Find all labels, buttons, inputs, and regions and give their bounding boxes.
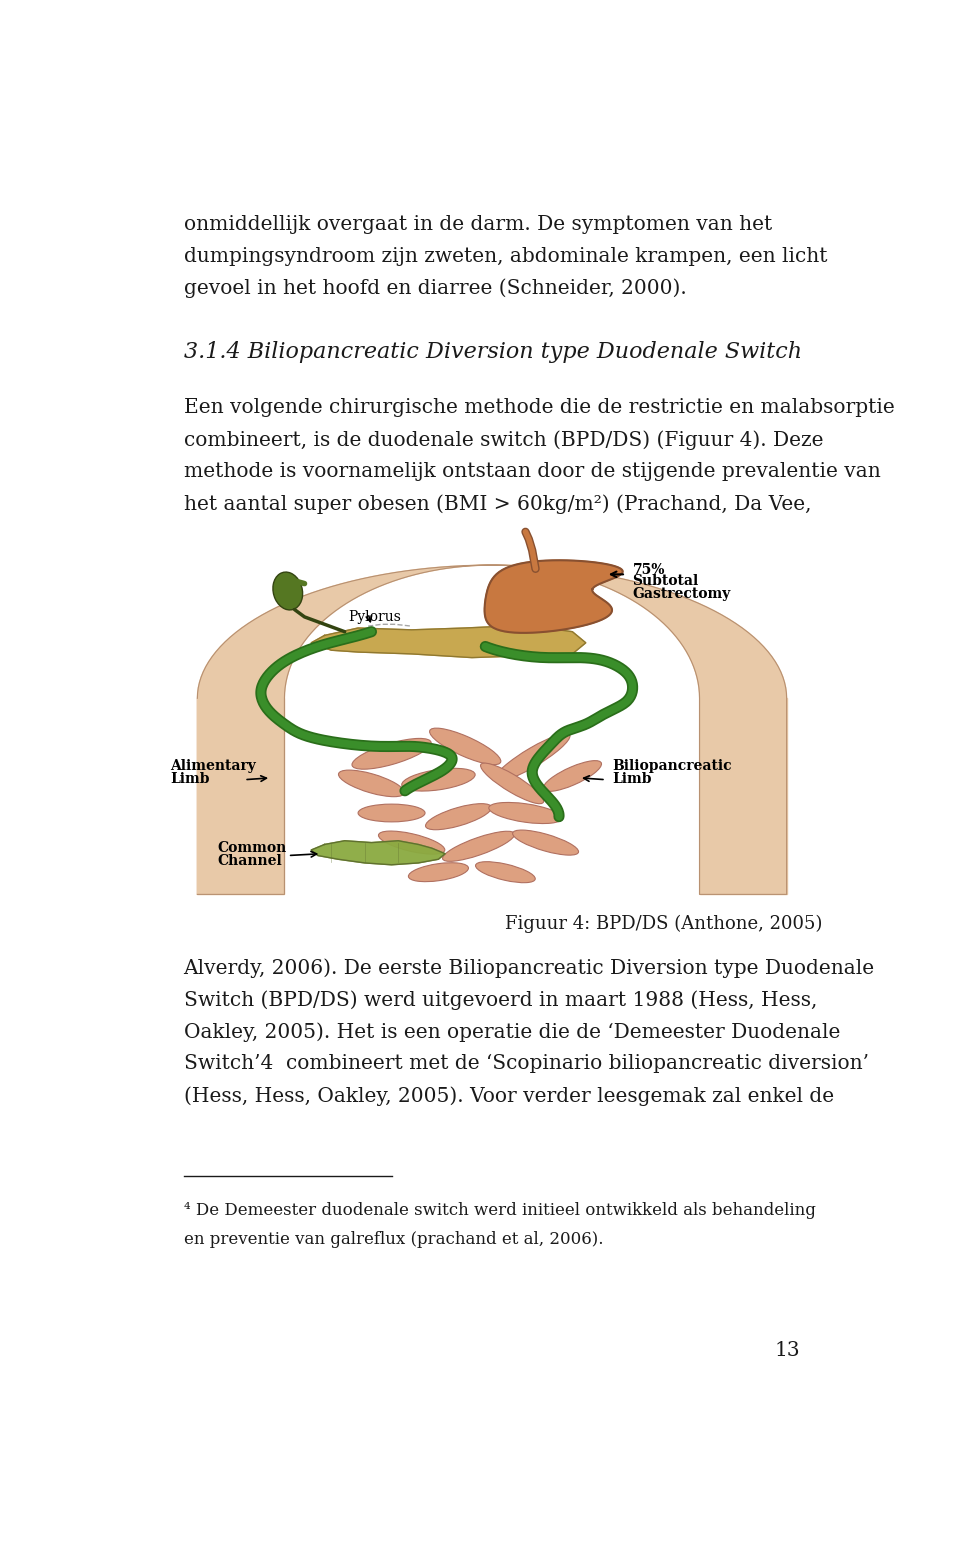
Ellipse shape: [481, 763, 543, 804]
Text: 13: 13: [775, 1341, 801, 1361]
Polygon shape: [311, 626, 586, 657]
Polygon shape: [198, 566, 786, 894]
Ellipse shape: [401, 769, 475, 790]
Text: 3.1.4 Biliopancreatic Diversion type Duodenale Switch: 3.1.4 Biliopancreatic Diversion type Duo…: [183, 341, 802, 363]
Ellipse shape: [489, 803, 563, 823]
Polygon shape: [700, 699, 786, 894]
Text: ⁴ De Demeester duodenale switch werd initieel ontwikkeld als behandeling: ⁴ De Demeester duodenale switch werd ini…: [183, 1201, 815, 1218]
Ellipse shape: [339, 770, 404, 797]
Ellipse shape: [358, 804, 425, 822]
Text: Pylorus: Pylorus: [348, 609, 401, 623]
Text: methode is voornamelijk ontstaan door de stijgende prevalentie van: methode is voornamelijk ontstaan door de…: [183, 462, 880, 480]
Ellipse shape: [378, 831, 444, 854]
Text: onmiddellijk overgaat in de darm. De symptomen van het: onmiddellijk overgaat in de darm. De sym…: [183, 214, 772, 234]
Text: Channel: Channel: [218, 854, 282, 868]
Text: Switch’4  combineert met de ‘Scopinario biliopancreatic diversion’: Switch’4 combineert met de ‘Scopinario b…: [183, 1054, 869, 1073]
Text: gevoel in het hoofd en diarree (Schneider, 2000).: gevoel in het hoofd en diarree (Schneide…: [183, 279, 686, 298]
Text: Een volgende chirurgische methode die de restrictie en malabsorptie: Een volgende chirurgische methode die de…: [183, 398, 895, 417]
Text: 75%: 75%: [633, 563, 665, 577]
Polygon shape: [485, 560, 623, 632]
Text: combineert, is de duodenale switch (BPD/DS) (Figuur 4). Deze: combineert, is de duodenale switch (BPD/…: [183, 429, 823, 449]
Text: Switch (BPD/DS) werd uitgevoerd in maart 1988 (Hess, Hess,: Switch (BPD/DS) werd uitgevoerd in maart…: [183, 990, 817, 1011]
Ellipse shape: [352, 738, 431, 769]
Text: Common: Common: [218, 840, 287, 854]
Text: Limb: Limb: [171, 772, 210, 786]
Ellipse shape: [430, 728, 501, 764]
Ellipse shape: [513, 831, 579, 856]
Text: dumpingsyndroom zijn zweten, abdominale krampen, een licht: dumpingsyndroom zijn zweten, abdominale …: [183, 246, 828, 265]
Text: het aantal super obesen (BMI > 60kg/m²) (Prachand, Da Vee,: het aantal super obesen (BMI > 60kg/m²) …: [183, 494, 811, 513]
Polygon shape: [198, 699, 284, 894]
Ellipse shape: [475, 862, 536, 882]
Text: (Hess, Hess, Oakley, 2005). Voor verder leesgemak zal enkel de: (Hess, Hess, Oakley, 2005). Voor verder …: [183, 1087, 833, 1105]
Text: Gastrectomy: Gastrectomy: [633, 587, 731, 601]
Polygon shape: [311, 840, 445, 865]
Bar: [157, 535, 827, 905]
Text: Figuur 4: BPD/DS (Anthone, 2005): Figuur 4: BPD/DS (Anthone, 2005): [505, 914, 823, 933]
Text: Alverdy, 2006). De eerste Biliopancreatic Diversion type Duodenale: Alverdy, 2006). De eerste Biliopancreati…: [183, 958, 875, 978]
Ellipse shape: [543, 761, 602, 792]
Ellipse shape: [425, 803, 492, 829]
Ellipse shape: [494, 733, 570, 781]
Ellipse shape: [443, 831, 515, 862]
Text: Alimentary: Alimentary: [171, 760, 256, 773]
Text: Oakley, 2005). Het is een operatie die de ‘Demeester Duodenale: Oakley, 2005). Het is een operatie die d…: [183, 1021, 840, 1042]
Ellipse shape: [408, 863, 468, 882]
Text: en preventie van galreflux (prachand et al, 2006).: en preventie van galreflux (prachand et …: [183, 1231, 603, 1248]
Ellipse shape: [273, 572, 302, 611]
Text: Biliopancreatic: Biliopancreatic: [612, 760, 732, 773]
Text: Subtotal: Subtotal: [633, 575, 699, 589]
Text: Limb: Limb: [612, 772, 652, 786]
